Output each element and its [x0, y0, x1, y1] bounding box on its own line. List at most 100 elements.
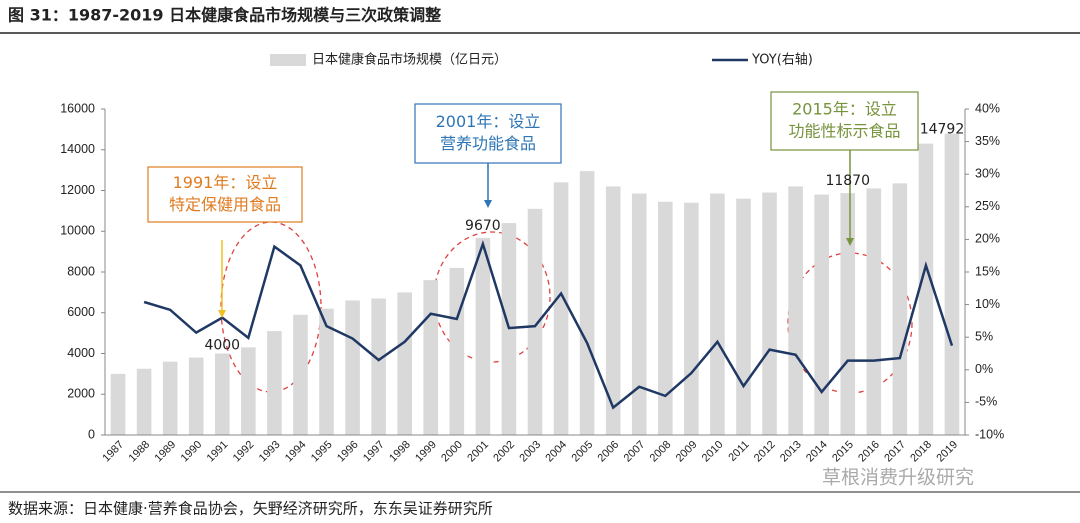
y2-tick-label: 15% — [975, 264, 1000, 278]
x-tick-label: 2012 — [752, 439, 778, 465]
y-tick-label: 6000 — [67, 305, 95, 319]
bar — [631, 193, 647, 435]
annotation-text: 功能性标示食品 — [788, 122, 900, 141]
annotation-text: 特定保健用食品 — [169, 195, 281, 214]
x-tick-label: 2000 — [439, 439, 465, 465]
x-tick-label: 2017 — [882, 439, 908, 465]
annotation-box — [147, 166, 303, 223]
x-tick-label: 2011 — [726, 439, 751, 464]
bar — [241, 347, 256, 435]
annotation-text: 1991年：设立 — [173, 173, 278, 192]
bar — [710, 193, 725, 435]
line — [143, 239, 954, 410]
x-tick-label: 1990 — [179, 439, 205, 465]
annotation-box — [770, 91, 919, 151]
legend-label: 日本健康食品市场规模（亿日元） — [312, 52, 507, 68]
chart-title: 图 31：1987-2019 日本健康食品市场规模与三次政策调整 — [8, 6, 441, 25]
bar — [788, 186, 803, 435]
x-tick-label: 2015 — [830, 439, 856, 465]
bar — [892, 183, 908, 435]
y2-tick-label: 40% — [975, 101, 1000, 115]
y2-tick-label: 35% — [975, 134, 1000, 148]
source: 数据来源：日本健康·营养食品协会，矢野经济研究所，东东吴证券研究所 — [8, 500, 493, 518]
y-tick-label: 2000 — [67, 387, 95, 401]
x-tick-label: 1997 — [361, 439, 387, 465]
bar — [866, 188, 882, 435]
x-tick-label: 1987 — [100, 439, 126, 465]
x-tick-label: 2019 — [934, 439, 960, 465]
y2-tick-label: 5% — [975, 329, 993, 343]
x-tick-label: 2003 — [517, 439, 543, 465]
x-tick-label: 2002 — [491, 439, 517, 465]
x-tick-label: 2018 — [908, 439, 934, 465]
highlight-circle — [220, 221, 322, 393]
bar — [345, 300, 360, 435]
x-tick-label: 1998 — [387, 439, 413, 465]
annotation-arrowhead — [484, 200, 492, 208]
bar — [188, 357, 204, 435]
x-tick-label: 2009 — [674, 439, 700, 465]
y-tick-label: 4000 — [67, 346, 95, 360]
bar — [110, 373, 126, 435]
bar — [658, 201, 673, 435]
y2-tick-label: 0% — [975, 362, 993, 376]
bar — [918, 143, 934, 435]
y2-tick-label: 10% — [975, 297, 1000, 311]
x-tick-label: 2016 — [856, 439, 882, 465]
bar — [136, 368, 152, 435]
bar — [371, 298, 386, 435]
bar — [736, 198, 751, 435]
annotation-arrowhead — [846, 238, 854, 246]
bar — [814, 194, 829, 435]
bar — [579, 171, 595, 436]
y-tick-label: 12000 — [60, 183, 95, 197]
x-tick-label: 2010 — [700, 439, 726, 465]
x-tick-label: 2008 — [648, 439, 674, 465]
annotation-box — [414, 103, 562, 164]
bar — [267, 331, 282, 435]
annotation-text: 2001年：设立 — [436, 112, 541, 131]
data-label: 14792 — [920, 122, 965, 138]
x-tick-label: 1993 — [257, 439, 283, 465]
bar — [527, 208, 543, 435]
annotation-arrowhead — [218, 310, 226, 318]
y-tick-label: 16000 — [60, 101, 95, 115]
x-tick-label: 1994 — [283, 439, 309, 465]
x-tick-label: 1991 — [205, 439, 231, 465]
bar — [553, 182, 569, 435]
y2-tick-label: -5% — [975, 395, 997, 409]
x-tick-label: 2006 — [596, 439, 622, 465]
bar — [397, 292, 412, 435]
watermark: 草根消费升级研究 — [822, 467, 974, 489]
y2-tick-label: 20% — [975, 232, 1000, 246]
x-tick-label: 2014 — [804, 439, 830, 465]
y-tick-label: 8000 — [67, 264, 95, 278]
bar — [762, 192, 777, 435]
bar — [449, 267, 465, 435]
bar — [944, 133, 960, 435]
legend-label: YOY(右轴) — [751, 53, 813, 68]
data-label: 9670 — [465, 218, 501, 234]
annotation-text: 营养功能食品 — [440, 134, 536, 153]
x-tick-label: 1992 — [231, 439, 257, 465]
bar — [214, 353, 230, 435]
x-tick-label: 2007 — [622, 439, 648, 465]
bar — [293, 314, 308, 435]
x-tick-label: 2001 — [465, 439, 491, 465]
x-tick-label: 1999 — [413, 439, 439, 465]
y2-tick-label: -10% — [975, 427, 1004, 441]
data-label: 11870 — [825, 173, 870, 189]
bar — [840, 193, 856, 435]
x-tick-label: 2004 — [543, 439, 569, 465]
data-label: 4000 — [204, 338, 240, 354]
x-tick-label: 1996 — [335, 439, 361, 465]
y2-tick-label: 30% — [975, 166, 1000, 180]
annotation-text: 2015年：设立 — [792, 100, 897, 119]
legend-swatch — [270, 54, 306, 66]
y-tick-label: 0 — [88, 427, 95, 441]
bar — [162, 361, 178, 435]
bar — [475, 237, 491, 435]
y-tick-label: 10000 — [60, 224, 95, 238]
bar — [605, 186, 621, 435]
